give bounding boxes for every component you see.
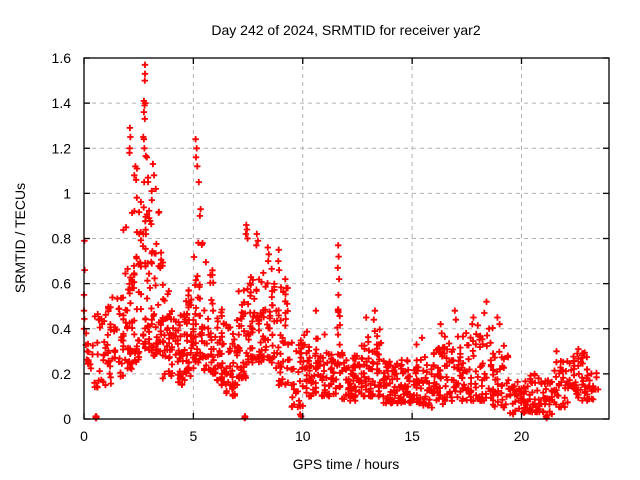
y-tick-label: 0.8 xyxy=(52,231,72,247)
y-tick-label: 0 xyxy=(63,411,71,427)
scatter-points xyxy=(80,61,602,422)
x-tick-label: 15 xyxy=(404,428,420,444)
y-tick-label: 1.4 xyxy=(52,95,72,111)
y-tick-label: 0.2 xyxy=(52,366,72,382)
grid-lines xyxy=(84,58,609,419)
y-tick-label: 0.6 xyxy=(52,276,72,292)
y-tick-label: 1 xyxy=(63,185,71,201)
plot-frame xyxy=(83,57,610,420)
tick-marks xyxy=(83,57,609,420)
y-tick-label: 0.4 xyxy=(52,321,72,337)
y-tick-labels: 0 0.2 0.4 0.6 0.8 1 1.2 1.4 1.6 xyxy=(52,50,72,427)
x-tick-labels: 0 5 10 15 20 xyxy=(80,428,529,444)
y-tick-label: 1.2 xyxy=(52,140,72,156)
chart-title: Day 242 of 2024, SRMTID for receiver yar… xyxy=(211,22,481,38)
x-tick-label: 5 xyxy=(189,428,197,444)
y-tick-label: 1.6 xyxy=(52,50,72,66)
x-tick-label: 10 xyxy=(295,428,311,444)
x-tick-label: 20 xyxy=(514,428,530,444)
y-axis-title: SRMTID / TECUs xyxy=(12,182,28,294)
x-tick-label: 0 xyxy=(80,428,88,444)
x-axis-title: GPS time / hours xyxy=(292,456,400,472)
